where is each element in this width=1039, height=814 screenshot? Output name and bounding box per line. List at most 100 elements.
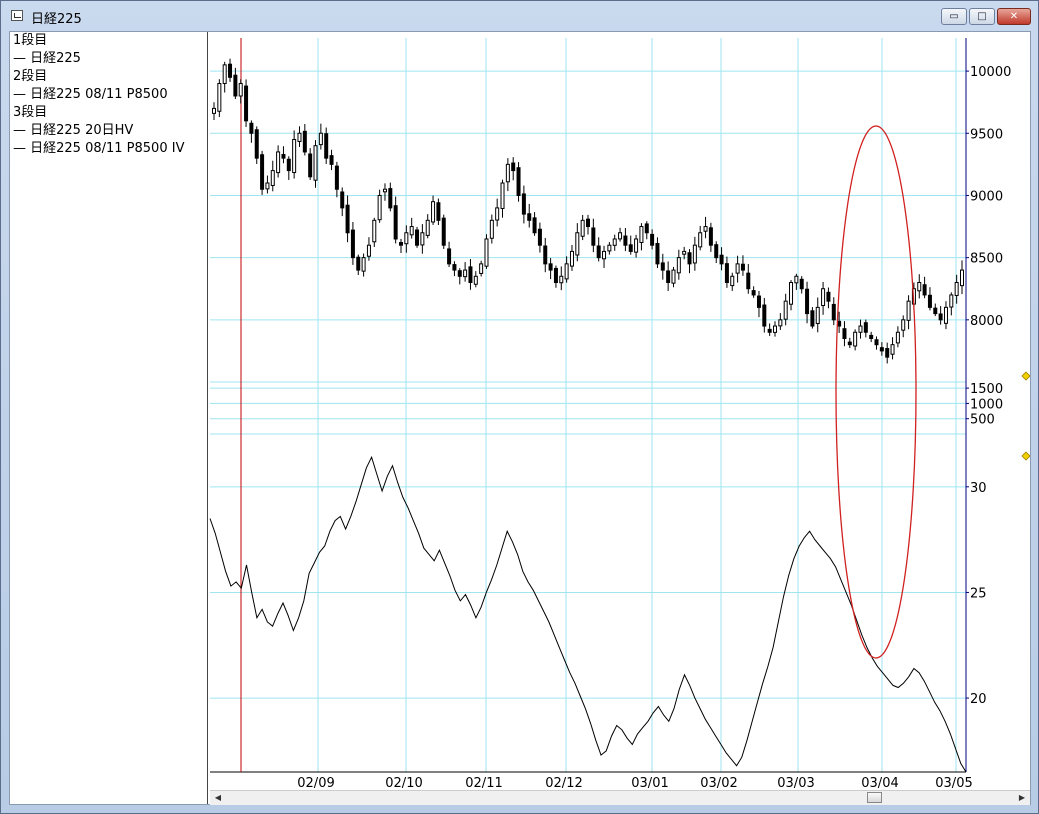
candle-body <box>420 232 425 246</box>
candle-body <box>377 194 382 221</box>
candle-body <box>286 158 291 172</box>
candle-body <box>778 319 783 327</box>
scroll-left-arrow[interactable]: ◀ <box>214 793 222 802</box>
candle-body <box>805 288 810 315</box>
candle-body <box>773 325 777 333</box>
candle-body <box>821 288 826 307</box>
candle-body <box>858 325 863 333</box>
candle-body <box>602 250 607 260</box>
candle-body <box>244 85 249 122</box>
candle-body <box>708 227 713 246</box>
candle-body <box>537 228 542 246</box>
maximize-button[interactable]: □ <box>969 8 995 25</box>
candle-body <box>842 328 847 339</box>
price-tick-9500: 9500 <box>970 127 1003 142</box>
close-button[interactable]: ✕ <box>997 8 1031 25</box>
x-tick-03/03: 03/03 <box>777 776 814 791</box>
candle-body <box>831 303 836 321</box>
candle-body <box>703 226 708 232</box>
price-tick-9000: 9000 <box>970 189 1003 204</box>
candle-body <box>521 193 526 215</box>
candle-body <box>580 219 585 237</box>
chart-client-area: 1段目 — 日経225 2段目 — 日経225 08/11 P8500 3段目 … <box>9 31 1031 805</box>
candle-body <box>687 252 692 265</box>
legend-series-put-iv[interactable]: — 日経225 08/11 P8500 IV <box>13 141 185 156</box>
candle-body <box>922 284 927 296</box>
candle-body <box>634 238 639 253</box>
x-tick-03/01: 03/01 <box>631 776 668 791</box>
candle-body <box>885 348 890 358</box>
candle-body <box>425 219 430 236</box>
candle-body <box>366 244 371 257</box>
legend-series-nikkei225[interactable]: — 日経225 <box>13 51 81 66</box>
candle-body <box>415 229 420 246</box>
candle-body <box>960 269 964 287</box>
scroll-right-arrow[interactable]: ▶ <box>1018 793 1026 802</box>
legend-panel1-heading[interactable]: 1段目 <box>13 33 48 48</box>
candle-body <box>906 300 911 321</box>
candle-body <box>596 245 601 259</box>
scroll-thumb[interactable] <box>867 792 882 803</box>
candle-body <box>500 182 505 209</box>
candle-body <box>553 267 558 284</box>
candle-body <box>313 145 318 181</box>
x-tick-02/11: 02/11 <box>465 776 502 791</box>
put-tick-1000: 1000 <box>970 397 1003 412</box>
highlight-ellipse <box>835 125 917 659</box>
candle-body <box>810 310 815 327</box>
candle-body <box>917 282 922 292</box>
x-tick-03/05: 03/05 <box>935 776 972 791</box>
candle-body <box>238 83 243 97</box>
candle-body <box>569 250 574 267</box>
minimize-button[interactable]: ▭ <box>941 8 967 25</box>
candle-body <box>532 217 537 234</box>
candle-body <box>623 235 628 246</box>
candle-body <box>751 290 756 296</box>
candle-body <box>222 64 227 84</box>
window-title: 日経225 <box>31 12 82 27</box>
legend-series-hv20[interactable]: — 日経225 20日HV <box>13 123 134 138</box>
candle-body <box>735 263 740 274</box>
candle-body <box>212 107 216 114</box>
candle-body <box>879 347 884 352</box>
hv-tick-30: 30 <box>970 481 987 496</box>
legend-panel2-heading[interactable]: 2段目 <box>13 69 48 84</box>
candle-body <box>527 213 532 221</box>
candle-body <box>473 275 478 285</box>
candle-body <box>399 242 403 246</box>
candle-body <box>655 242 660 265</box>
candle-body <box>404 232 409 245</box>
candle-body <box>297 132 302 142</box>
legend-panel3-heading[interactable]: 3段目 <box>13 105 48 120</box>
candle-body <box>382 188 387 193</box>
candle-body <box>489 219 494 239</box>
candle-body <box>671 269 676 284</box>
candle-body <box>447 248 452 265</box>
candle-body <box>564 263 569 280</box>
candle-body <box>548 263 553 271</box>
candle-body <box>511 162 516 172</box>
candle-body <box>260 154 265 190</box>
horizontal-scrollbar[interactable]: ◀ ▶ <box>210 790 1030 805</box>
candle-body <box>724 263 729 284</box>
chart-app-icon <box>11 10 23 21</box>
candle-body <box>292 138 297 174</box>
candle-body <box>249 122 254 134</box>
level-marker-1 <box>1021 371 1030 381</box>
legend-pane: 1段目 — 日経225 2段目 — 日経225 08/11 P8500 3段目 … <box>10 32 208 804</box>
candle-body <box>302 130 307 153</box>
candle-body <box>837 320 842 327</box>
candle-body <box>714 244 719 259</box>
candle-body <box>308 153 313 178</box>
candle-body <box>826 291 831 302</box>
legend-series-put-8500[interactable]: — 日経225 08/11 P8500 <box>13 87 168 102</box>
candle-body <box>698 232 703 248</box>
candle-body <box>676 257 681 274</box>
candle-body <box>281 154 286 159</box>
title-bar[interactable]: 日経225 ▭ □ ✕ <box>1 1 1038 31</box>
price-tick-8000: 8000 <box>970 314 1003 329</box>
candle-body <box>265 182 270 190</box>
candle-body <box>431 201 436 223</box>
